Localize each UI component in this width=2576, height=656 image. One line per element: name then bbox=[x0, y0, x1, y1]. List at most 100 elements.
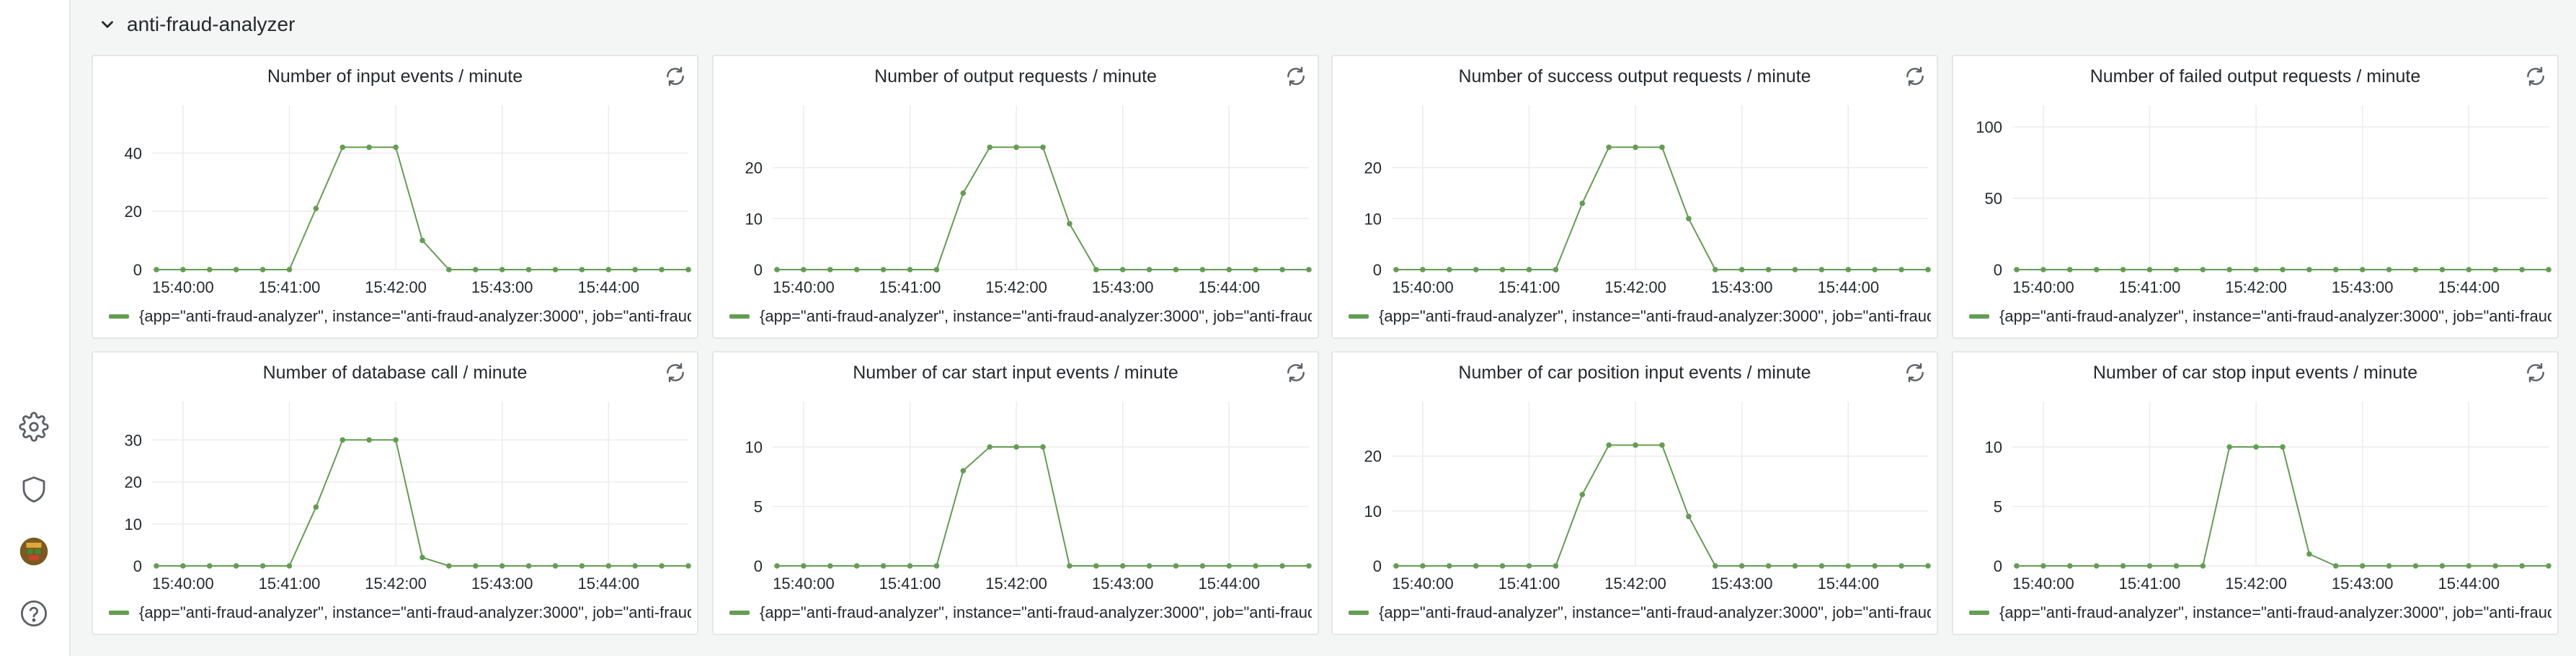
legend-label[interactable]: {app="anti-fraud-analyzer", instance="an… bbox=[1999, 307, 2551, 325]
data-point[interactable] bbox=[1738, 563, 1745, 569]
data-point[interactable] bbox=[207, 563, 213, 569]
chart-panel[interactable]: Number of car stop input events / minute… bbox=[1952, 351, 2559, 635]
data-point[interactable] bbox=[499, 563, 505, 569]
panel-title[interactable]: Number of input events / minute bbox=[267, 66, 523, 87]
data-point[interactable] bbox=[1792, 267, 1798, 272]
data-point[interactable] bbox=[233, 267, 239, 272]
data-point[interactable] bbox=[1713, 563, 1718, 569]
data-point[interactable] bbox=[313, 504, 319, 510]
refresh-icon[interactable] bbox=[1904, 65, 1927, 88]
data-point[interactable] bbox=[1013, 144, 1019, 151]
data-point[interactable] bbox=[1093, 267, 1099, 272]
refresh-icon[interactable] bbox=[1904, 361, 1927, 384]
legend-label[interactable]: {app="anti-fraud-analyzer", instance="an… bbox=[1379, 603, 1931, 621]
data-point[interactable] bbox=[552, 563, 559, 569]
panel-title[interactable]: Number of database call / minute bbox=[262, 363, 528, 383]
chart-panel[interactable]: Number of input events / minute 0 20 40 15:4… bbox=[92, 55, 698, 339]
data-point[interactable] bbox=[1606, 442, 1612, 448]
data-point[interactable] bbox=[1393, 267, 1399, 272]
data-point[interactable] bbox=[1499, 563, 1506, 569]
data-point[interactable] bbox=[774, 563, 780, 569]
chart-panel[interactable]: Number of database call / minute 0 10 20 30 1… bbox=[92, 351, 698, 635]
data-point[interactable] bbox=[393, 437, 399, 443]
data-point[interactable] bbox=[2226, 267, 2232, 272]
data-point[interactable] bbox=[2014, 267, 2020, 272]
data-point[interactable] bbox=[1146, 563, 1152, 569]
data-point[interactable] bbox=[1925, 563, 1931, 569]
data-point[interactable] bbox=[632, 267, 638, 272]
data-point[interactable] bbox=[2546, 267, 2551, 272]
data-point[interactable] bbox=[286, 267, 293, 272]
data-point[interactable] bbox=[473, 563, 479, 569]
data-point[interactable] bbox=[2280, 267, 2286, 272]
chart-panel[interactable]: Number of success output requests / minu… bbox=[1331, 55, 1938, 339]
row-header[interactable]: anti-fraud-analyzer bbox=[98, 7, 295, 42]
data-point[interactable] bbox=[1765, 267, 1772, 272]
gear-icon[interactable] bbox=[17, 410, 50, 443]
avatar[interactable] bbox=[17, 535, 50, 568]
data-point[interactable] bbox=[2386, 267, 2392, 272]
data-point[interactable] bbox=[1526, 563, 1532, 569]
data-point[interactable] bbox=[933, 267, 940, 272]
legend[interactable]: {app="anti-fraud-analyzer", instance="an… bbox=[109, 307, 691, 326]
legend[interactable]: {app="anti-fraud-analyzer", instance="an… bbox=[109, 603, 691, 622]
data-point[interactable] bbox=[1818, 267, 1825, 272]
chevron-down-icon[interactable] bbox=[98, 15, 117, 34]
legend-swatch[interactable] bbox=[729, 611, 750, 615]
panel-title[interactable]: Number of output requests / minute bbox=[874, 66, 1157, 87]
refresh-icon[interactable] bbox=[664, 361, 687, 384]
data-point[interactable] bbox=[1253, 563, 1258, 569]
data-point[interactable] bbox=[1898, 563, 1904, 569]
data-point[interactable] bbox=[2014, 563, 2020, 569]
data-point[interactable] bbox=[2466, 267, 2472, 272]
data-point[interactable] bbox=[579, 563, 585, 569]
data-point[interactable] bbox=[960, 190, 967, 196]
data-point[interactable] bbox=[2173, 563, 2180, 569]
data-point[interactable] bbox=[1013, 444, 1019, 450]
data-point[interactable] bbox=[774, 267, 780, 272]
data-point[interactable] bbox=[2546, 563, 2551, 569]
data-point[interactable] bbox=[446, 267, 452, 272]
data-point[interactable] bbox=[154, 267, 159, 272]
data-point[interactable] bbox=[366, 437, 372, 443]
data-point[interactable] bbox=[1845, 267, 1852, 272]
data-point[interactable] bbox=[2040, 563, 2046, 569]
data-point[interactable] bbox=[1553, 267, 1559, 272]
legend-label[interactable]: {app="anti-fraud-analyzer", instance="an… bbox=[139, 307, 691, 325]
data-point[interactable] bbox=[499, 267, 505, 272]
data-point[interactable] bbox=[1713, 267, 1718, 272]
data-point[interactable] bbox=[2519, 563, 2525, 569]
data-point[interactable] bbox=[632, 563, 638, 569]
refresh-icon[interactable] bbox=[1284, 361, 1307, 384]
chart-panel[interactable]: Number of car position input events / mi… bbox=[1331, 351, 1938, 635]
data-point[interactable] bbox=[2412, 267, 2419, 272]
legend[interactable]: {app="anti-fraud-analyzer", instance="an… bbox=[1349, 307, 1931, 326]
data-point[interactable] bbox=[1146, 267, 1152, 272]
data-point[interactable] bbox=[286, 563, 293, 569]
data-point[interactable] bbox=[2093, 267, 2100, 272]
data-point[interactable] bbox=[1306, 267, 1312, 272]
data-point[interactable] bbox=[1633, 442, 1638, 448]
legend-swatch[interactable] bbox=[109, 314, 129, 319]
data-point[interactable] bbox=[2200, 563, 2206, 569]
data-point[interactable] bbox=[1040, 444, 1046, 450]
data-point[interactable] bbox=[2040, 267, 2046, 272]
data-point[interactable] bbox=[1686, 216, 1692, 222]
data-point[interactable] bbox=[1792, 563, 1798, 569]
data-point[interactable] bbox=[1447, 267, 1452, 272]
data-point[interactable] bbox=[525, 563, 532, 569]
data-point[interactable] bbox=[259, 563, 266, 569]
data-point[interactable] bbox=[659, 267, 665, 272]
data-point[interactable] bbox=[1579, 492, 1586, 497]
data-point[interactable] bbox=[880, 563, 887, 569]
data-point[interactable] bbox=[2146, 267, 2153, 272]
data-point[interactable] bbox=[1872, 563, 1878, 569]
refresh-icon[interactable] bbox=[2524, 65, 2547, 88]
data-point[interactable] bbox=[2093, 563, 2100, 569]
data-point[interactable] bbox=[2146, 563, 2153, 569]
legend[interactable]: {app="anti-fraud-analyzer", instance="an… bbox=[1969, 603, 2551, 622]
chart-panel[interactable]: Number of car start input events / minut… bbox=[712, 351, 1319, 635]
data-point[interactable] bbox=[2492, 563, 2498, 569]
legend-label[interactable]: {app="anti-fraud-analyzer", instance="an… bbox=[1379, 307, 1931, 325]
data-point[interactable] bbox=[339, 437, 346, 443]
